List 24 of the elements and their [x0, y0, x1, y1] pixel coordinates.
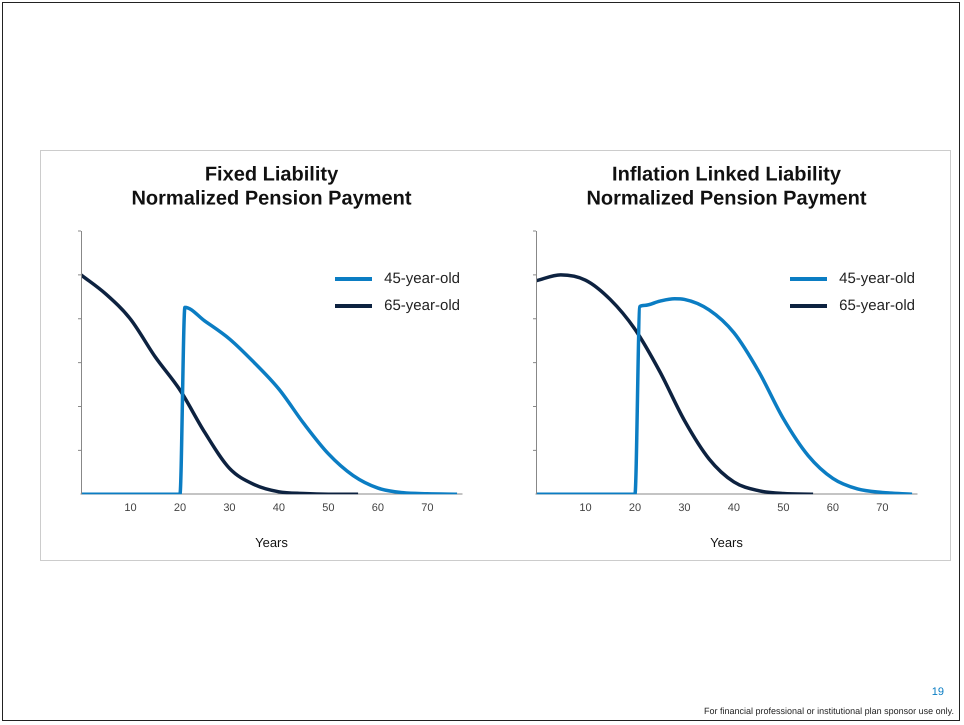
x-tick-label: 50: [777, 502, 790, 514]
x-tick-label: 60: [372, 502, 384, 514]
x-axis-title: Years: [255, 534, 288, 550]
x-tick-label: 20: [628, 502, 642, 514]
legend-label: 65-year-old: [839, 297, 915, 314]
legend-label: 65-year-old: [384, 297, 460, 314]
legend-label: 45-year-old: [839, 270, 915, 287]
x-tick-label: 60: [826, 502, 840, 514]
x-tick-label: 20: [174, 502, 186, 514]
x-tick-label: 30: [678, 502, 691, 514]
x-axis-title: Years: [710, 534, 744, 550]
x-tick-label: 30: [223, 502, 236, 514]
x-tick-label: 70: [876, 502, 888, 514]
x-tick-label: 50: [322, 502, 335, 514]
legend-label: 45-year-old: [384, 270, 460, 287]
x-tick-label: 10: [579, 502, 592, 514]
x-tick-label: 70: [421, 502, 434, 514]
chart-title: Inflation Linked Liability Normalized Pension Payment: [586, 164, 867, 210]
x-tick-label: 40: [728, 502, 740, 514]
text: 19: [932, 686, 944, 698]
chart-title: Fixed Liability Normalized Pension Payment: [131, 164, 412, 210]
x-tick-label: 40: [272, 502, 286, 514]
x-tick-label: 10: [124, 502, 137, 514]
text: For financial professional or institutional plan sponsor use only.: [704, 706, 954, 716]
